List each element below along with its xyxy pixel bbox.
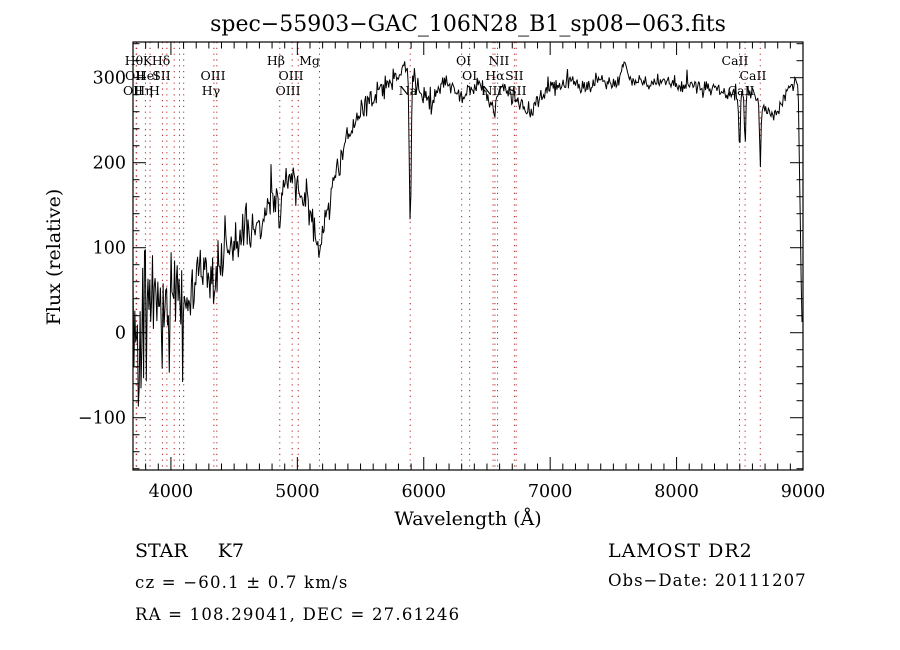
line-marker-label: OI	[462, 68, 477, 83]
classification-line: STAR K7	[135, 540, 244, 562]
line-marker-label: SII	[152, 68, 171, 83]
ra-dec-line: RA = 108.29041, DEC = 27.61246	[135, 605, 461, 624]
line-marker-label: Hδ	[152, 53, 170, 68]
class-label: STAR	[135, 540, 188, 562]
line-marker-label: SII	[505, 68, 524, 83]
x-axis-title: Wavelength (Å)	[394, 508, 542, 530]
x-tick-label: 7000	[528, 482, 573, 502]
line-marker-label: K	[143, 53, 153, 68]
x-tick-label: 9000	[781, 482, 826, 502]
plot-box	[132, 41, 804, 471]
cz-velocity-line: cz = −60.1 ± 0.7 km/s	[135, 573, 349, 592]
x-tick-labels: 4000 5000 6000 7000 8000 9000	[149, 482, 826, 502]
y-axis-ticks	[133, 43, 803, 470]
line-marker-label: HeI	[136, 68, 159, 83]
y-tick-label: 200	[93, 154, 126, 174]
y-tick-label: 100	[93, 239, 126, 259]
survey-release-label: LAMOST DR2	[608, 540, 753, 562]
x-tick-label: 6000	[401, 482, 446, 502]
y-tick-label: 0	[115, 324, 126, 344]
plot-title: spec−55903−GAC_106N28_B1_sp08−063.fits	[210, 12, 726, 37]
line-marker-label: Mg	[299, 53, 320, 68]
line-marker-label: OI	[456, 53, 471, 68]
line-marker-label: Hα	[485, 68, 505, 83]
y-tick-labels: −100 0 100 200 300	[78, 69, 126, 429]
line-marker-labels: OIIOIIHθHηKHHeISIIHδHγOIIIHβOIIIOIIIMgNa…	[123, 53, 767, 98]
x-axis-ticks	[132, 42, 804, 470]
line-marker-label: OIII	[200, 68, 225, 83]
line-marker-label: CaII	[722, 53, 749, 68]
obs-date-line: Obs−Date: 20111207	[608, 571, 807, 590]
line-marker-dotted-lines	[135, 42, 761, 470]
line-marker-label: NII	[489, 53, 510, 68]
line-marker-label: OII	[125, 68, 145, 83]
spectrum-trace	[132, 61, 803, 407]
y-axis-title: Flux (relative)	[43, 188, 65, 326]
line-marker-label: CaII	[739, 68, 766, 83]
line-marker-label: OIII	[275, 83, 300, 98]
y-tick-label: −100	[78, 409, 126, 429]
line-marker-label: OIII	[278, 68, 303, 83]
x-tick-label: 8000	[654, 482, 699, 502]
x-tick-label: 5000	[275, 482, 320, 502]
line-marker-label: Hγ	[202, 83, 220, 98]
y-tick-label: 300	[93, 69, 126, 89]
x-tick-label: 4000	[149, 482, 194, 502]
class-value: K7	[217, 540, 244, 562]
line-marker-label: H	[149, 83, 160, 98]
line-marker-label: Hβ	[267, 53, 285, 68]
